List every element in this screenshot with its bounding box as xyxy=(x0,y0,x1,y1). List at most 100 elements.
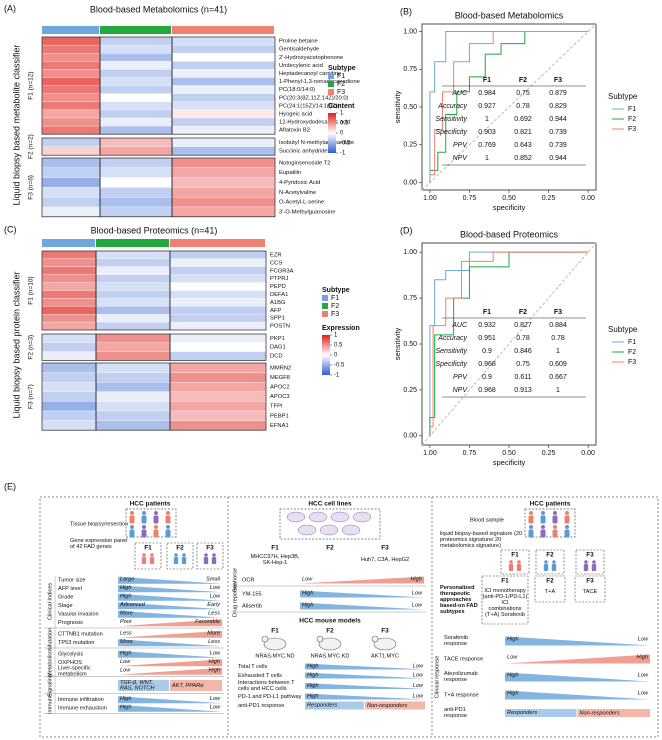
table-value: 0.78 xyxy=(551,335,565,342)
heatmap-cell xyxy=(41,117,101,127)
table-value: 0.75 xyxy=(516,90,530,97)
table-value: 0.769 xyxy=(478,142,496,149)
row-label: Total T cells xyxy=(238,664,268,670)
row-label: Succinic anhydride xyxy=(279,148,328,154)
heatmap-cell xyxy=(95,410,171,421)
panel-tag: (E) xyxy=(4,481,16,491)
table-value: 0.643 xyxy=(514,142,532,149)
heatmap-cell xyxy=(41,69,101,78)
row-label: EFNA1 xyxy=(270,423,289,429)
row-label: Stage xyxy=(58,603,73,609)
roc-curve xyxy=(429,31,589,183)
mouse-icon xyxy=(261,635,269,643)
table-metric: Specificity xyxy=(435,361,467,368)
heatmap-cell xyxy=(169,410,267,421)
right-label: Non-responders xyxy=(580,710,620,716)
cell-dish xyxy=(319,524,339,536)
heatmap-cell xyxy=(95,298,171,307)
subtype-label: F2 xyxy=(546,552,554,559)
row-label: Hyogeic acid xyxy=(279,111,312,117)
step-label: Blood sample xyxy=(470,517,504,523)
heatmap-cell xyxy=(41,61,101,70)
row-label: OCR xyxy=(242,577,254,583)
subtype-label: F2 xyxy=(326,628,334,635)
trend-wedge xyxy=(118,585,222,593)
person-icon xyxy=(552,515,558,524)
colorbar-label: -0.5 xyxy=(340,141,351,147)
right-label: Low xyxy=(210,585,221,591)
row-label: Notoginsenoside T2 xyxy=(279,160,330,166)
person-icon xyxy=(591,564,597,571)
section-title: Seahorse xyxy=(232,568,238,592)
person-icon xyxy=(142,553,146,557)
roc-curve xyxy=(429,31,589,176)
row-label: AFP xyxy=(270,308,281,314)
row-label: PKP1 xyxy=(270,336,285,342)
heatmap-cell xyxy=(95,420,171,431)
person-icon xyxy=(528,515,534,524)
right-label: More xyxy=(207,631,220,637)
row-label: O-Acetyl-L-serine xyxy=(279,200,324,206)
left-label: High xyxy=(302,602,314,608)
heatmap-cell xyxy=(41,167,101,178)
table-value: 0.9 xyxy=(482,374,492,381)
trend-wedge xyxy=(118,602,222,610)
colorbar-label: 0 xyxy=(334,353,338,359)
row-label: PTPRJ xyxy=(270,276,288,282)
person-icon xyxy=(529,511,533,515)
person-icon xyxy=(129,529,135,538)
legend-swatch xyxy=(328,73,334,79)
table-header: F2 xyxy=(519,309,527,316)
person-icon xyxy=(130,525,134,529)
heatmap-cell xyxy=(99,53,173,62)
left-label: High xyxy=(307,683,319,689)
trend-wedge xyxy=(305,683,425,689)
right-label: Low xyxy=(210,696,221,702)
legend-label: F2 xyxy=(337,81,345,88)
table-metric: Accuracy xyxy=(437,335,467,342)
heatmap-cell xyxy=(99,125,173,135)
box-title: HCC mouse models xyxy=(299,618,361,625)
person-icon xyxy=(552,560,556,564)
heatmap-cell xyxy=(41,101,101,111)
right-label: High xyxy=(636,654,648,660)
subtype-label: F3 xyxy=(381,628,389,635)
row-label: PD-1 and PD-L1 pathway xyxy=(238,694,302,700)
heatmap-cell xyxy=(41,282,97,291)
panel-tag: (C) xyxy=(4,224,17,234)
y-tick-label: 0.00 xyxy=(403,433,417,440)
person-icon xyxy=(517,560,521,564)
heatmap-cell xyxy=(95,351,171,361)
reference-diagonal xyxy=(421,242,597,446)
heatmap-cell xyxy=(169,282,267,291)
person-icon xyxy=(149,557,155,564)
row-label: PEBP1 xyxy=(270,413,289,419)
legend-title: Content xyxy=(328,103,355,110)
row-label: anti-PD1 response xyxy=(238,703,284,709)
person-icon xyxy=(141,529,147,538)
block-border xyxy=(171,157,276,218)
heatmap-cell xyxy=(95,258,171,267)
left-label: High xyxy=(120,594,132,600)
heatmap-cell xyxy=(41,410,97,421)
person-icon xyxy=(153,515,159,524)
heatmap-cell xyxy=(99,44,173,54)
right-label: Low xyxy=(413,663,424,669)
heatmap-cell xyxy=(169,382,267,392)
group-box xyxy=(505,709,577,717)
heatmap-cell xyxy=(169,401,267,412)
roc-curve xyxy=(429,31,589,171)
right-label: High xyxy=(410,576,422,582)
heatmap-cell xyxy=(171,206,276,217)
row-label: OXPHOS xyxy=(58,660,82,666)
heatmap-cell xyxy=(95,290,171,299)
heatmap-cell xyxy=(41,372,97,383)
legend-label: F2 xyxy=(628,116,636,123)
right-label: Low xyxy=(413,683,424,689)
heatmap-cell xyxy=(41,157,101,168)
mouse-icon xyxy=(373,637,397,651)
x-tick-label: 0.75 xyxy=(463,195,477,202)
trend-wedge xyxy=(118,576,222,584)
legend-swatch xyxy=(328,81,334,87)
y-tick-label: 0.50 xyxy=(403,104,417,111)
